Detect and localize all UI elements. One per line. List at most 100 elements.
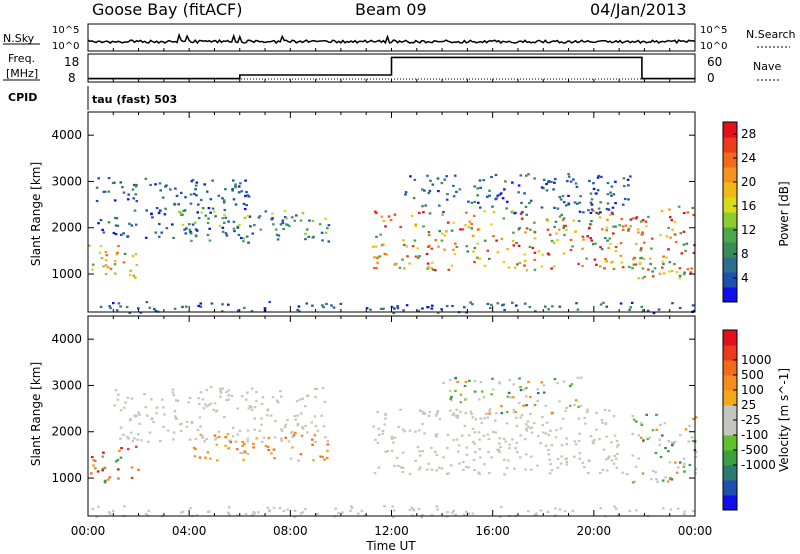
scatter-cell [664, 447, 667, 450]
scatter-cell [119, 305, 122, 308]
scatter-cell [233, 230, 236, 233]
scatter-cell [590, 239, 594, 242]
scatter-cell [227, 394, 230, 397]
scatter-cell [510, 211, 514, 214]
scatter-cell [414, 459, 417, 463]
scatter-cell [519, 174, 523, 177]
scatter-cell [540, 206, 544, 209]
scatter-cell [505, 467, 509, 470]
scatter-cell [421, 450, 425, 453]
scatter-cell [113, 199, 117, 202]
scatter-cell [91, 507, 95, 510]
scatter-cell [161, 196, 165, 199]
scatter-cell [112, 231, 116, 235]
scatter-cell [682, 457, 686, 460]
scatter-cell [178, 210, 181, 213]
scatter-cell [327, 240, 331, 243]
scatter-cell [92, 459, 95, 462]
scatter-cell [609, 191, 612, 194]
scatter-cell [454, 376, 457, 380]
scatter-cell [581, 461, 584, 464]
scatter-cell [637, 434, 640, 437]
scatter-cell [195, 514, 198, 517]
scatter-cell [225, 390, 228, 393]
scatter-cell [136, 433, 140, 436]
scatter-cell [189, 507, 192, 510]
scatter-cell [242, 237, 246, 240]
scatter-cell [185, 425, 189, 428]
scatter-cell [610, 459, 614, 462]
scatter-cell [528, 245, 532, 248]
scatter-cell [195, 181, 199, 184]
scatter-cell [97, 177, 100, 180]
scatter-cell [651, 429, 655, 432]
scatter-cell [390, 435, 394, 438]
scatter-cell [375, 211, 378, 214]
scatter-cell [673, 221, 677, 224]
scatter-cell [312, 235, 315, 238]
scatter-cell [357, 512, 360, 515]
scatter-cell [544, 432, 548, 435]
scatter-cell [623, 197, 627, 201]
scatter-cell [271, 396, 275, 399]
scatter-cell [495, 197, 498, 200]
scatter-cell [569, 238, 573, 241]
scatter-cell [410, 214, 414, 217]
scatter-cell [135, 183, 138, 187]
scatter-cell [557, 228, 561, 231]
scatter-cell [690, 267, 694, 270]
scatter-cell [627, 198, 630, 201]
scatter-cell [107, 190, 110, 193]
scatter-cell [525, 395, 528, 398]
scatter-cell [577, 220, 581, 223]
scatter-cell [661, 260, 665, 263]
scatter-cell [102, 231, 106, 234]
scatter-cell [199, 198, 203, 202]
scatter-cell [573, 201, 577, 204]
scatter-cell [546, 228, 550, 231]
scatter-cell [218, 224, 222, 227]
scatter-cell [221, 226, 225, 229]
scatter-cell [129, 417, 132, 421]
scatter-cell [612, 193, 616, 196]
scatter-cell [137, 411, 140, 414]
scatter-cell [126, 235, 129, 238]
scatter-cell [139, 311, 143, 314]
scatter-cell [575, 202, 579, 205]
scatter-cell [632, 258, 635, 261]
scatter-cell [191, 178, 195, 182]
scatter-cell [660, 210, 664, 213]
scatter-cell [670, 478, 674, 481]
scatter-cell [108, 512, 112, 515]
scatter-cell [423, 412, 427, 415]
scatter-cell [381, 432, 385, 435]
scatter-cell [680, 252, 684, 255]
scatter-cell [477, 201, 480, 204]
scatter-cell [496, 251, 500, 254]
scatter-cell [605, 305, 609, 308]
scatter-cell [637, 231, 640, 234]
scatter-cell [377, 427, 380, 430]
scatter-cell [555, 232, 558, 235]
scatter-cell [120, 447, 123, 450]
scatter-cell [418, 450, 421, 453]
scatter-cell [672, 442, 675, 445]
power-ylabel: Slant Range [km] [29, 162, 43, 266]
scatter-cell [579, 404, 582, 408]
scatter-cell [600, 175, 603, 178]
colorbar-swatch [723, 465, 737, 481]
scatter-cell [221, 197, 224, 200]
scatter-cell [211, 207, 215, 210]
scatter-cell [379, 307, 383, 310]
scatter-cell [404, 193, 407, 196]
scatter-cell [417, 309, 421, 312]
x-tick-label: 00:00 [678, 524, 713, 538]
scatter-cell [91, 268, 94, 271]
scatter-cell [221, 303, 224, 306]
scatter-cell [662, 507, 665, 510]
scatter-cell [651, 275, 655, 278]
scatter-cell [605, 435, 608, 438]
scatter-cell [414, 430, 417, 433]
scatter-cell [447, 268, 451, 271]
